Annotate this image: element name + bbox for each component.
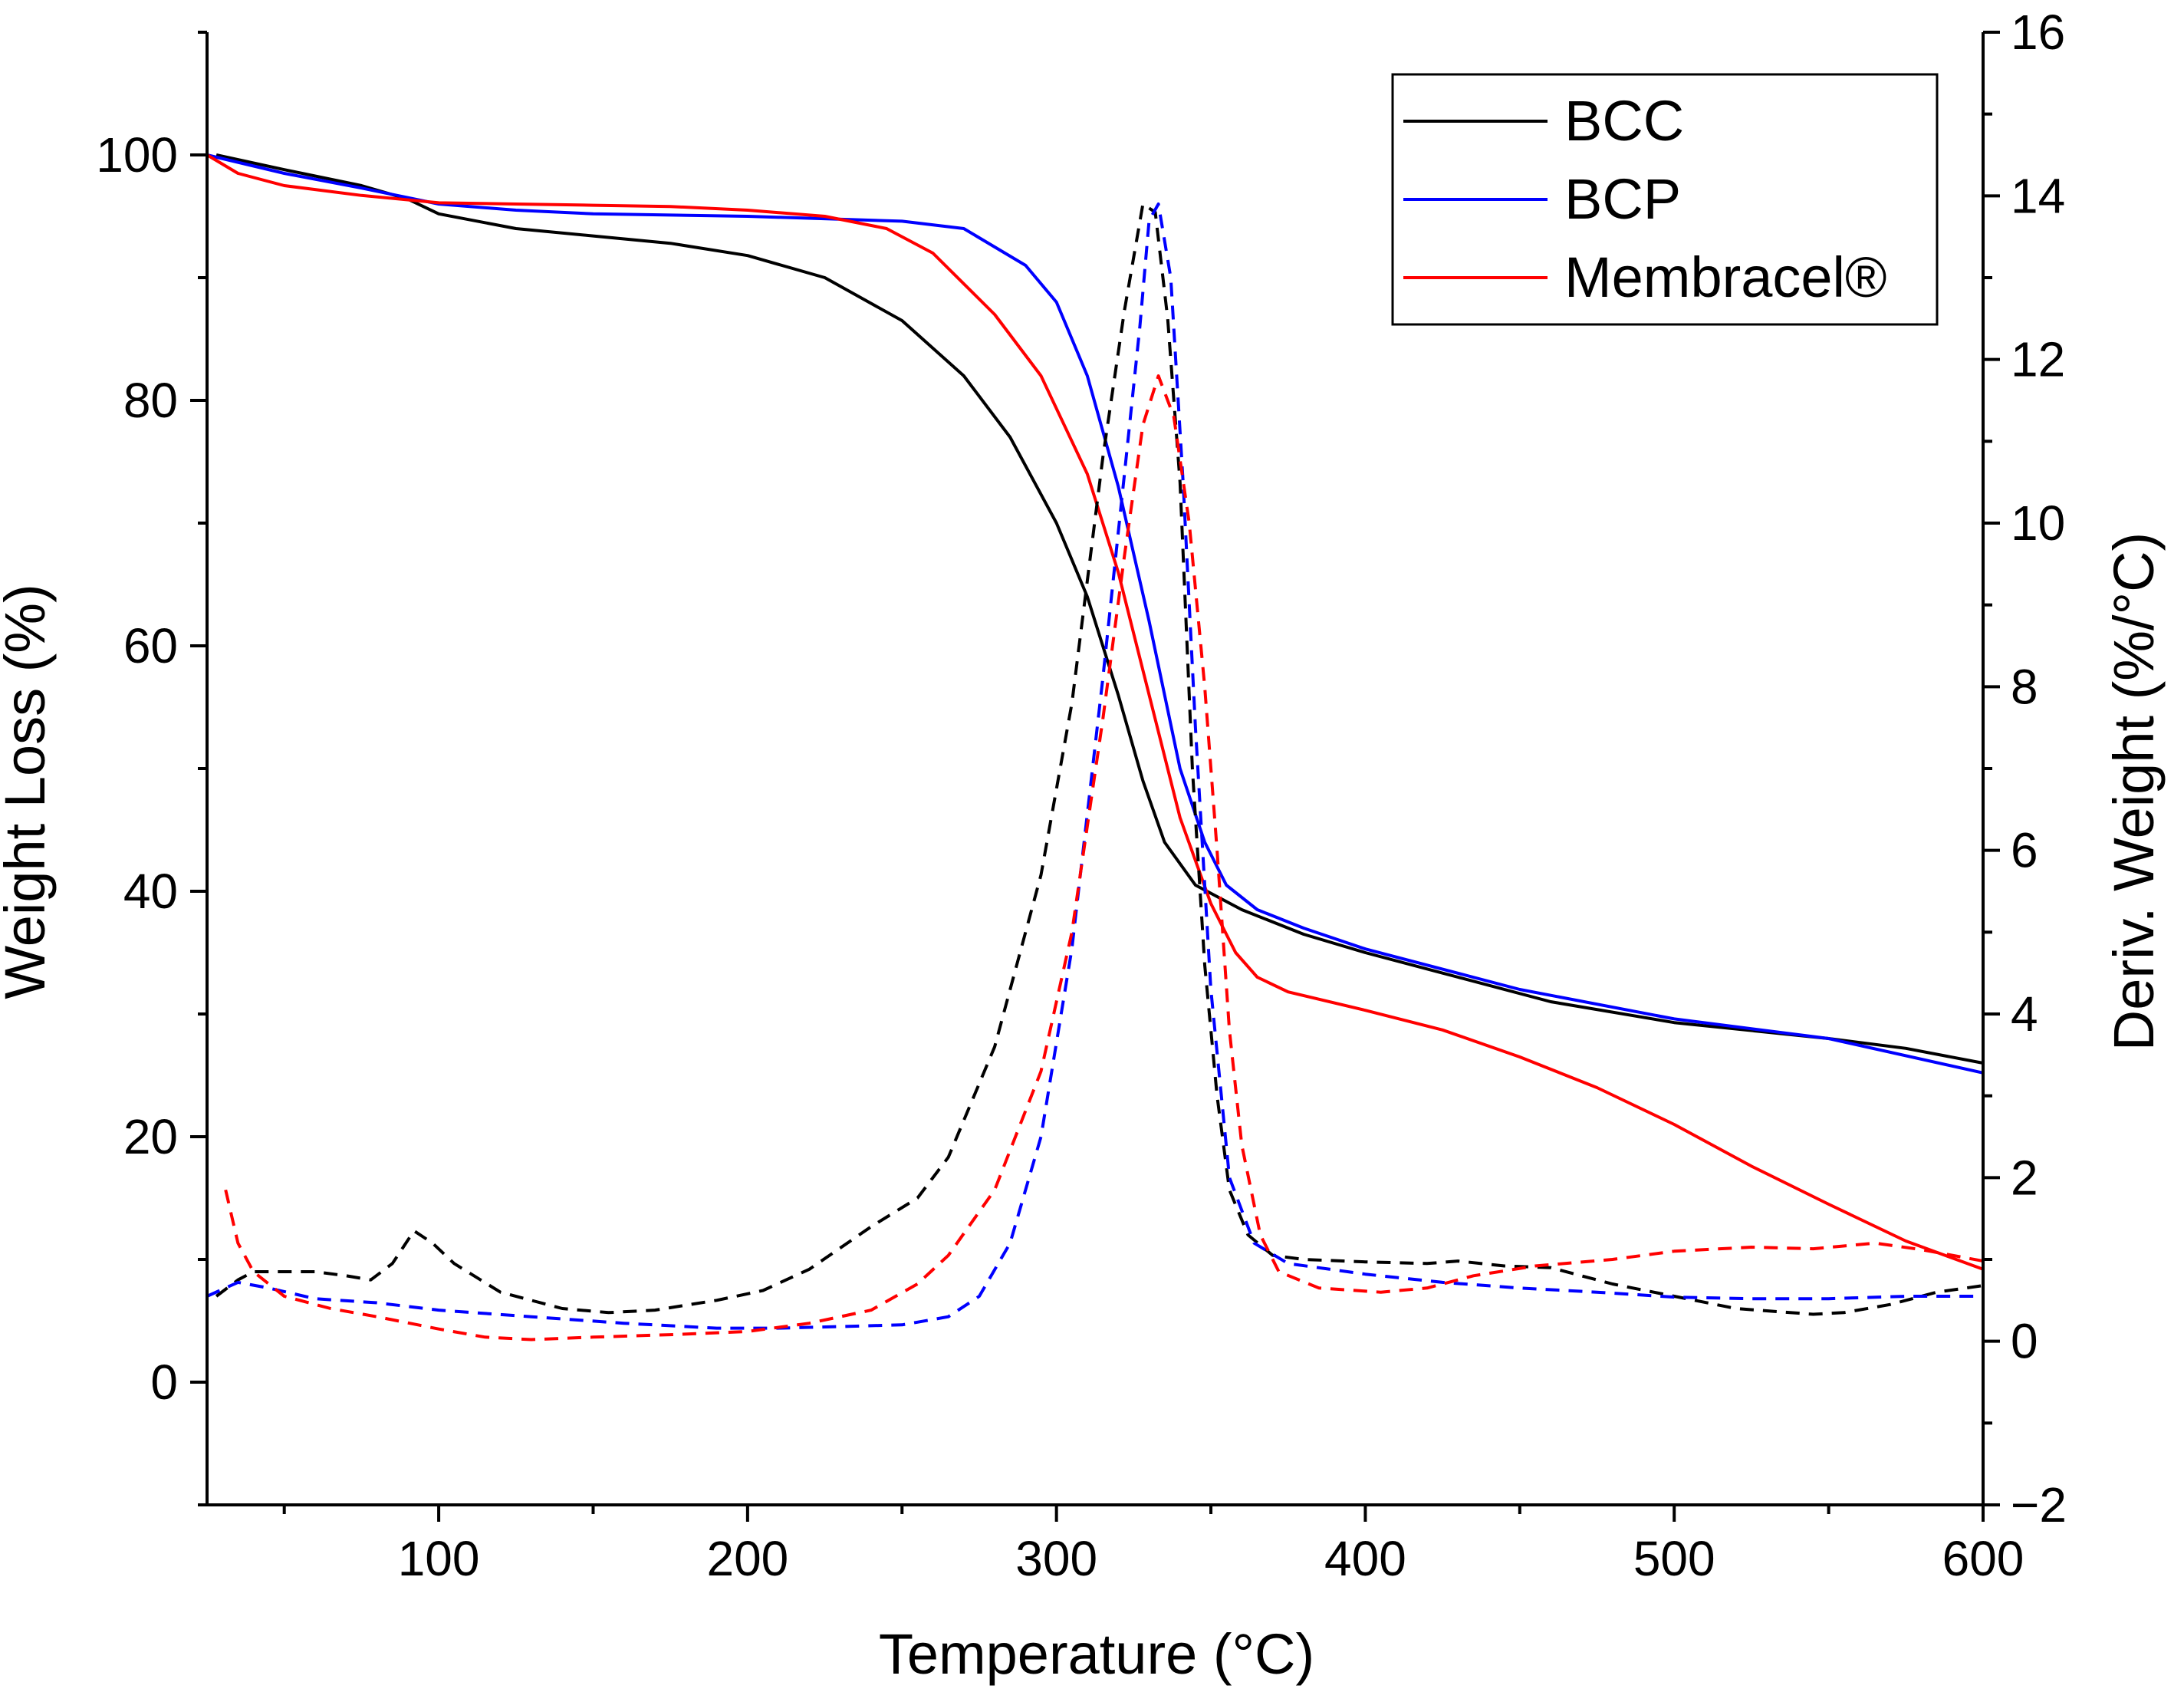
legend-label-bcp: BCP [1564,167,1681,231]
x-tick-label: 100 [398,1531,480,1586]
series-line-bcc-weight [215,153,1984,1065]
y2-tick-label: 6 [2011,823,2038,878]
x-tick-label: 300 [1015,1531,1097,1586]
y2-tick-label: 0 [2011,1314,2038,1369]
y-tick-label: 40 [123,864,178,919]
y2-tick-label: 14 [2011,168,2065,223]
x-tick-label: 600 [1942,1531,2024,1586]
y2-tick-label: 16 [2011,5,2065,60]
y2-tick-label: 8 [2011,659,2038,714]
series-line-membracel-weight [206,153,1984,1271]
y-tick-label: 20 [123,1109,178,1164]
y2-tick-label: 12 [2011,332,2065,387]
y2-tick-label: −2 [2011,1477,2067,1532]
y-tick-label: 100 [96,127,178,183]
y2-tick-label: 2 [2011,1150,2038,1205]
series-line-bcp-derivative [206,202,1983,1330]
x-tick-label: 400 [1324,1531,1406,1586]
y-tick-label: 80 [123,373,178,428]
series-line-bcp-weight [206,153,1984,1075]
x-tick-label: 500 [1633,1531,1715,1586]
series-line-membracel-derivative [224,374,1984,1342]
legend-label-membracel: Membracel® [1564,245,1887,309]
y2-tick-label: 10 [2011,495,2065,551]
y2-axis-title: Deriv. Weight (%/°C) [2102,532,2166,1052]
x-axis-title: Temperature (°C) [879,1622,1314,1686]
x-tick-label: 200 [706,1531,788,1586]
y-tick-label: 0 [150,1355,178,1410]
y-tick-label: 60 [123,618,178,673]
legend: BCC BCP Membracel® [1391,73,1939,326]
legend-label-bcc: BCC [1564,89,1684,153]
series-group [206,153,1984,1342]
y2-tick-label: 4 [2011,986,2038,1042]
series-line-bcc-derivative [215,202,1984,1316]
ticks-group: 100 200 300 400 500 600 0 20 40 60 80 100 −2 0 2 4 6 8 10 1… [96,5,2067,1586]
y-axis-title: Weight Loss (%) [0,584,57,999]
